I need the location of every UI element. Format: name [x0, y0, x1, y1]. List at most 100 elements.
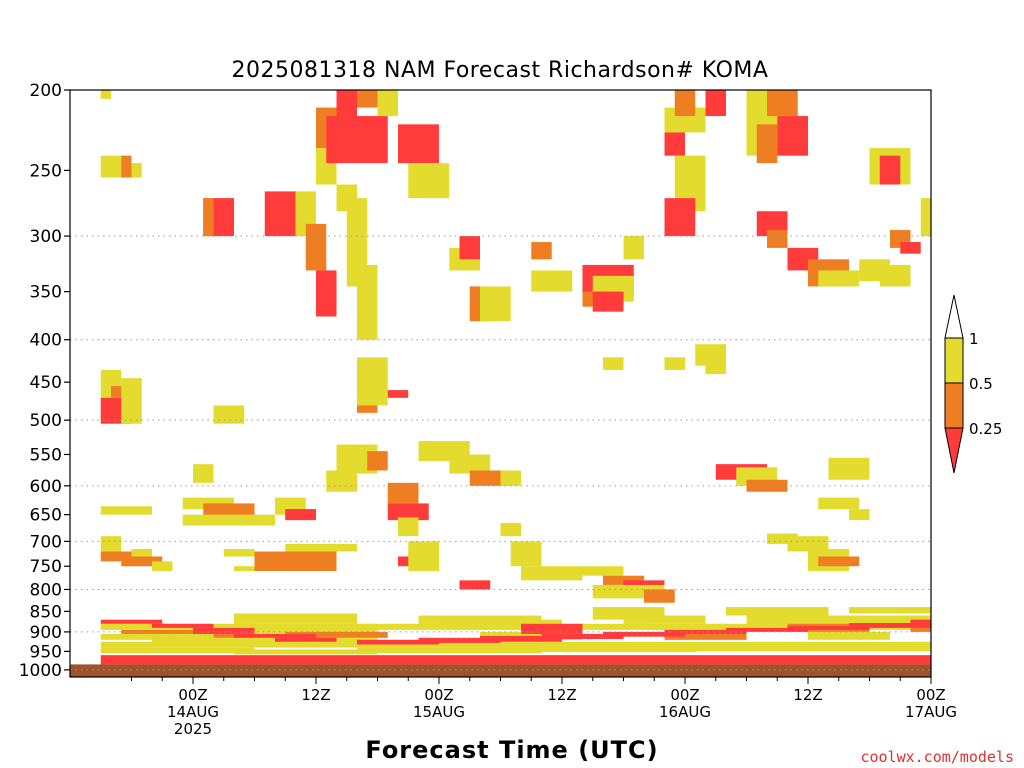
ri-cell [357, 357, 388, 406]
ri-cell [828, 457, 870, 480]
x-tick-label: 16AUG [659, 703, 711, 721]
x-tick-label: 12Z [301, 686, 330, 704]
ri-cell [500, 646, 696, 653]
ri-cell [603, 575, 644, 585]
ri-cell [644, 645, 931, 652]
ri-cell [623, 615, 706, 624]
ri-cell [182, 497, 234, 510]
ri-cell [316, 270, 337, 317]
ri-cell [234, 613, 357, 624]
ri-cell [336, 90, 357, 125]
ri-cell [849, 607, 931, 614]
ri-cell [182, 514, 275, 526]
ri-cell [900, 242, 921, 254]
colorbar-segment [944, 337, 964, 384]
y-tick-label: 1000 [19, 661, 62, 681]
ri-cell [408, 163, 450, 199]
y-tick-label: 350 [30, 283, 62, 303]
ri-cell [849, 509, 870, 521]
ri-cell [603, 631, 685, 637]
ri-cell [521, 566, 583, 581]
ri-cell [808, 631, 890, 640]
ri-cell [121, 155, 132, 178]
ri-cell [756, 124, 778, 164]
ri-cell [264, 191, 296, 237]
ri-cell [357, 647, 542, 654]
y-tick-label: 900 [30, 623, 62, 643]
ri-cell [818, 497, 860, 510]
ri-cell [510, 541, 542, 567]
ri-cell [623, 236, 644, 260]
ri-cell [777, 116, 808, 156]
ri-cell [664, 198, 696, 237]
y-tick-label: 450 [30, 373, 62, 393]
ri-cell [152, 623, 214, 628]
ri-cell [849, 622, 931, 628]
ri-cell [767, 90, 798, 117]
ri-cell [275, 637, 337, 642]
y-tick-label: 400 [30, 331, 62, 351]
ri-cell [531, 270, 573, 292]
ri-cell [664, 629, 747, 634]
ri-cell [674, 90, 696, 117]
ri-cell [623, 580, 665, 590]
ri-cell [705, 90, 726, 117]
ri-cell [920, 198, 931, 237]
ri-cell [316, 637, 378, 644]
ri-cell [500, 470, 521, 486]
x-tick-label: 2025 [174, 720, 212, 738]
y-tick-label: 300 [30, 227, 62, 247]
ri-cell [100, 655, 931, 665]
ri-cell [387, 482, 419, 504]
ri-cell [418, 615, 542, 624]
y-tick-label: 850 [30, 602, 62, 622]
ri-cell [459, 236, 480, 260]
ri-cell [326, 470, 357, 492]
ri-cell [480, 631, 583, 640]
ri-cell [818, 556, 860, 567]
ri-cell [787, 625, 870, 630]
ri-cell [480, 286, 511, 322]
y-tick-label: 700 [30, 532, 62, 552]
ri-cell [644, 589, 675, 603]
ri-cell [285, 509, 316, 521]
ri-cell [367, 451, 388, 471]
colorbar-segment [944, 382, 964, 429]
ri-cell [357, 639, 439, 645]
ri-cell [121, 629, 234, 638]
ri-cell [254, 551, 337, 571]
ri-cell [152, 637, 296, 646]
ri-cell [193, 464, 214, 483]
ri-cell [787, 536, 829, 552]
ri-cell [387, 503, 429, 521]
x-tick-label: 00Z [424, 686, 453, 704]
grid-lines [70, 235, 931, 671]
ri-cell [305, 223, 327, 271]
ri-cell [100, 90, 111, 99]
ground-surface [70, 664, 931, 677]
colorbar-segment [944, 427, 964, 474]
ri-cell [726, 627, 808, 632]
ri-cell [480, 635, 562, 642]
ri-cell [521, 623, 583, 634]
ri-cell [439, 619, 562, 628]
ri-cell [387, 390, 409, 398]
y-tick-label: 650 [30, 506, 62, 526]
y-tick-label: 800 [30, 580, 62, 600]
ri-cell [592, 291, 624, 312]
ri-cell [213, 405, 245, 424]
ri-cell [541, 633, 624, 640]
credit-text: coolwx.com/models [860, 748, 1014, 766]
ri-cell [285, 543, 357, 552]
ri-cell [398, 517, 419, 537]
ri-cell [223, 548, 255, 557]
ri-cell [100, 633, 214, 640]
colorbar-label: 0.5 [969, 375, 993, 393]
ri-cell [531, 242, 552, 260]
ri-cell [644, 623, 726, 630]
chart-title: 2025081318 NAM Forecast Richardson# KOMA [232, 58, 769, 83]
ri-cell [234, 633, 316, 638]
ri-cell [705, 357, 726, 375]
ri-cell [603, 357, 624, 370]
ri-cell [254, 623, 378, 634]
